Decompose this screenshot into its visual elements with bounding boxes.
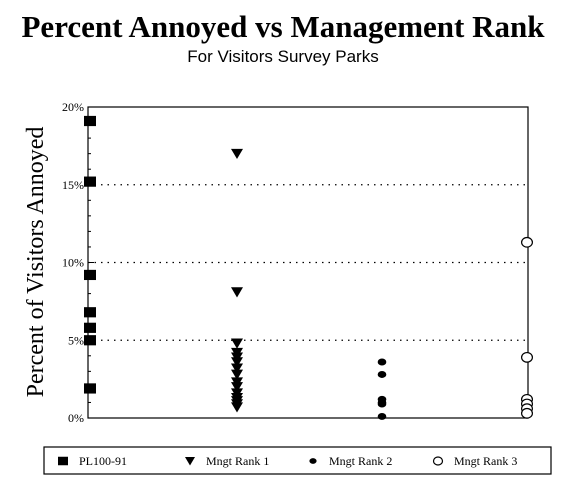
data-points: [84, 115, 533, 420]
series-triangle-down: [231, 148, 243, 413]
series-square: [84, 115, 96, 394]
data-point: [231, 363, 243, 374]
y-tick-label: 20%: [62, 100, 84, 114]
legend-item: Mngt Rank 3: [432, 454, 517, 468]
y-axis: 0% 5% 10% 15% 20%: [62, 100, 94, 425]
grid: [88, 184, 528, 341]
chart-title: Percent Annoyed vs Management Rank: [22, 9, 546, 44]
y-tick-label: 15%: [62, 178, 84, 192]
legend-marker: [185, 457, 195, 466]
legend-item: Mngt Rank 2: [309, 454, 392, 468]
data-point: [520, 236, 533, 248]
chart-subtitle: For Visitors Survey Parks: [187, 47, 378, 66]
legend-item: Mngt Rank 1: [185, 454, 269, 468]
data-point: [520, 351, 533, 363]
data-point: [231, 338, 243, 349]
y-tick-label: 0%: [68, 411, 84, 425]
data-point: [84, 383, 96, 394]
legend-label: Mngt Rank 1: [206, 454, 269, 468]
legend-marker: [432, 456, 444, 466]
data-point: [231, 382, 243, 393]
data-point: [231, 287, 243, 298]
series-circle-open: [520, 236, 533, 419]
data-point: [84, 115, 96, 127]
legend: PL100-91 Mngt Rank 1 Mngt Rank 2 Mngt Rank …: [43, 446, 552, 475]
legend-label: Mngt Rank 2: [329, 454, 392, 468]
legend-marker: [58, 456, 68, 466]
series-circle-filled: [377, 358, 387, 420]
legend-box: [43, 446, 552, 475]
y-axis-label: Percent of Visitors Annoyed: [23, 127, 49, 398]
legend-label: PL100-91: [79, 454, 127, 468]
legend-item: PL100-91: [58, 454, 127, 468]
legend-label: Mngt Rank 3: [454, 454, 517, 468]
data-point: [231, 402, 243, 413]
y-tick-label: 10%: [62, 256, 84, 270]
legend-marker: [309, 458, 317, 464]
data-point: [231, 148, 243, 160]
data-point: [84, 322, 96, 333]
data-point: [84, 307, 96, 318]
data-point: [231, 357, 243, 368]
data-point: [231, 369, 243, 380]
data-point: [84, 269, 96, 281]
y-tick-label: 5%: [68, 333, 84, 347]
data-point: [520, 407, 533, 419]
data-point: [377, 412, 387, 420]
data-point: [84, 335, 96, 346]
data-point: [377, 358, 387, 366]
data-point: [377, 370, 387, 378]
data-point: [377, 400, 387, 408]
data-point: [84, 176, 96, 187]
